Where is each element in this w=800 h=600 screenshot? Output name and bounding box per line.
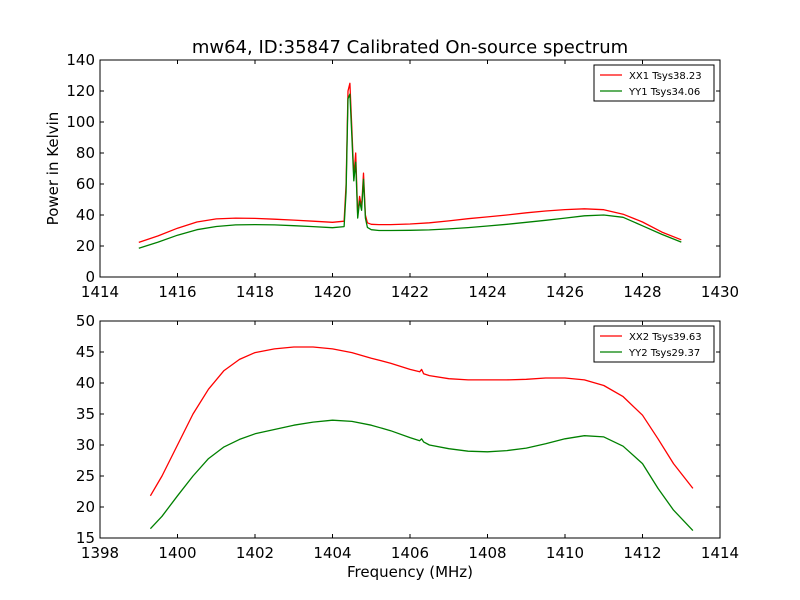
panel-2-y-tick-label: 35 [76, 405, 95, 423]
panel-1-y-tick-label: 140 [66, 51, 95, 69]
panel-2-legend-label-1: XX2 Tsys39.63 [629, 332, 702, 343]
panel-2-series-line-1 [149, 346, 694, 497]
panel-2-x-tick-label: 1400 [158, 544, 196, 562]
panel-2-legend: XX2 Tsys39.63 YY2 Tsys29.37 [593, 325, 715, 363]
panel-1-y-tick-label: 20 [76, 237, 95, 255]
panel-1-x-tick-label: 1420 [313, 283, 351, 301]
panel-2-y-tick-label: 45 [76, 343, 95, 361]
panel-1-y-tick-label: 0 [85, 268, 95, 286]
panel-2-y-tick-label: 30 [76, 436, 95, 454]
panel-2-series-line-2 [149, 419, 694, 532]
panel-2-x-tick-label: 1398 [81, 544, 119, 562]
panel-2-y-tick-label: 50 [76, 312, 95, 330]
panel-1-y-tick-label: 60 [76, 175, 95, 193]
panel-2-y-tick-label: 15 [76, 529, 95, 547]
panel-2-x-tick-label: 1414 [701, 544, 739, 562]
panel-1-legend-box [593, 64, 715, 102]
panel-2-x-tick-label: 1410 [546, 544, 584, 562]
panel-1-x-tick-label: 1416 [158, 283, 196, 301]
panel-1-x-tick-label: 1428 [623, 283, 661, 301]
panel-2: 1398 1400 1402 1404 1406 1408 1410 1412 1414 15 20… [76, 312, 739, 562]
panel-2-legend-label-2: YY2 Tsys29.37 [628, 348, 700, 359]
panel-1-y-tick-label: 40 [76, 206, 95, 224]
panel-1-legend: XX1 Tsys38.23 YY1 Tsys34.06 [593, 64, 715, 102]
panel-2-y-tick-label: 25 [76, 467, 95, 485]
panel-1-x-tick-label: 1424 [468, 283, 506, 301]
panel-2-x-tick-label: 1408 [468, 544, 506, 562]
panel-1-y-tick-label: 100 [66, 113, 95, 131]
panel-1: 1414 1416 1418 1420 1422 1424 1426 1428 1430 0 20 4… [44, 51, 739, 301]
panel-2-x-tick-label: 1406 [391, 544, 429, 562]
panel-1-series-line-2 [138, 93, 682, 249]
figure-title: mw64, ID:35847 Calibrated On-source spec… [192, 37, 628, 58]
panel-2-x-tick-label: 1404 [313, 544, 351, 562]
panel-1-legend-label-2: YY1 Tsys34.06 [628, 87, 700, 98]
panel-2-x-tick-label: 1402 [236, 544, 274, 562]
panel-1-x-tick-label: 1426 [546, 283, 584, 301]
panel-1-series-line-1 [138, 82, 682, 244]
panel-2-y-tick-label: 40 [76, 374, 95, 392]
panel-1-x-tick-label: 1430 [701, 283, 739, 301]
figure-xlabel: Frequency (MHz) [347, 563, 473, 581]
panel-1-x-tick-label: 1422 [391, 283, 429, 301]
panel-1-legend-label-1: XX1 Tsys38.23 [629, 71, 702, 82]
panel-1-y-axis-label: Power in Kelvin [44, 112, 62, 226]
panel-1-y-tick-label: 120 [66, 82, 95, 100]
panel-2-legend-box [593, 325, 715, 363]
panel-1-y-tick-label: 80 [76, 144, 95, 162]
panel-2-x-tick-label: 1412 [623, 544, 661, 562]
panel-1-x-tick-label: 1414 [81, 283, 119, 301]
panel-1-x-tick-label: 1418 [236, 283, 274, 301]
panel-2-y-tick-label: 20 [76, 498, 95, 516]
